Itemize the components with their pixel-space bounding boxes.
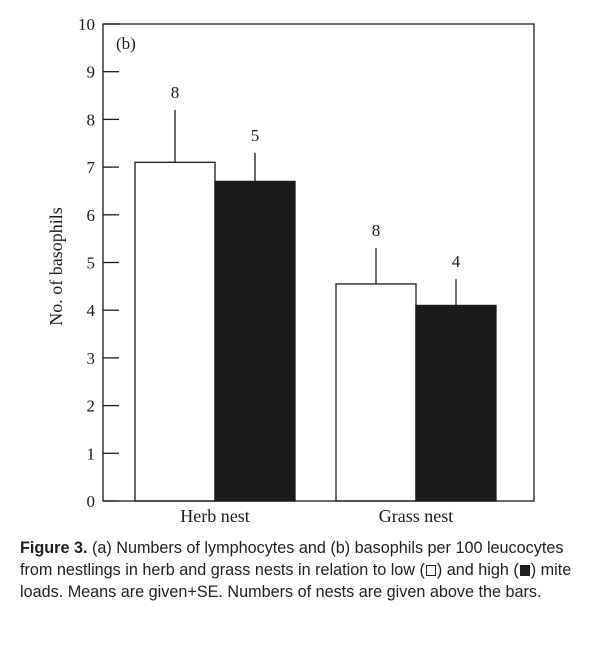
bar-low-0 [134, 161, 216, 502]
caption-text-part2: ) and high ( [436, 561, 519, 579]
y-tick-label-5: 5 [87, 254, 96, 273]
bars [134, 161, 497, 502]
n-label-low-1: 8 [372, 221, 381, 240]
x-axis-category-labels: Herb nest Grass nest [180, 506, 453, 526]
caption-text-part1: (a) Numbers of lymphocytes and (b) basop… [20, 539, 564, 579]
y-tick-label-3: 3 [87, 349, 96, 368]
y-tick-label-6: 6 [87, 206, 96, 225]
n-label-high-0: 5 [251, 126, 260, 145]
y-tick-label-8: 8 [87, 110, 96, 129]
y-tick-label-1: 1 [87, 444, 96, 463]
category-label-0: Herb nest [180, 506, 249, 526]
n-label-high-1: 4 [452, 252, 461, 271]
plot-frame [102, 23, 535, 502]
bar-chart: 0 1 2 3 4 5 6 7 8 9 10 (b) No. of basophils Herb n… [46, 15, 535, 526]
bar-low-1 [335, 283, 417, 502]
y-tick-label-4: 4 [87, 301, 96, 320]
y-tick-label-2: 2 [87, 397, 96, 416]
y-tick-label-0: 0 [87, 492, 96, 511]
filled-square-symbol [519, 565, 530, 576]
y-tick-label-9: 9 [87, 63, 96, 82]
figure-caption: Figure 3. (a) Numbers of lymphocytes and… [20, 537, 585, 603]
y-axis-label: No. of basophils [46, 207, 66, 326]
y-tick-label-10: 10 [78, 15, 95, 34]
error-bars [174, 109, 457, 306]
caption-text-part3: ) mite loads. Means are given+SE. Number… [20, 561, 572, 601]
category-label-1: Grass nest [379, 506, 454, 526]
y-axis-ticks: 0 1 2 3 4 5 6 7 8 9 10 [78, 15, 119, 511]
panel-label: (b) [116, 34, 136, 53]
n-label-low-0: 8 [171, 83, 180, 102]
caption-figure-label: Figure 3. [20, 539, 88, 557]
bar-high-1 [415, 304, 497, 502]
bar-high-0 [214, 180, 296, 502]
y-tick-label-7: 7 [87, 158, 96, 177]
sample-size-labels: 8 5 8 4 [171, 83, 461, 271]
open-square-symbol [425, 565, 436, 576]
